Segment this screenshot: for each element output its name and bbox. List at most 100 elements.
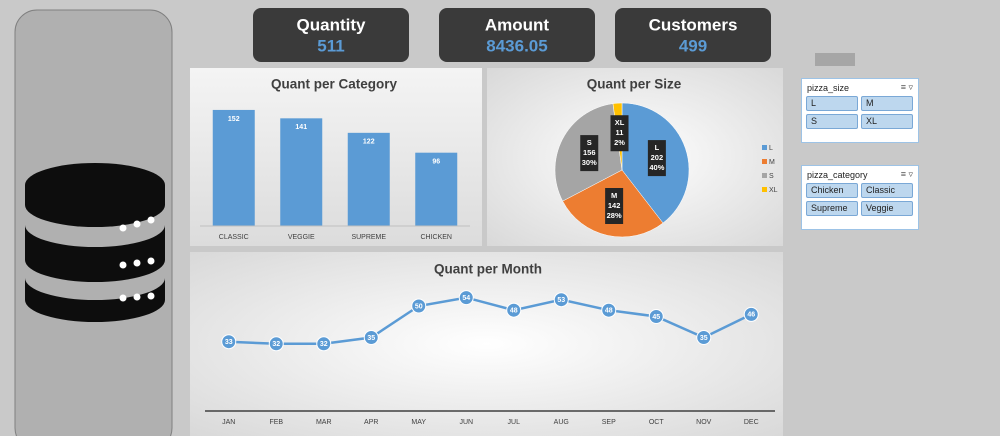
slice-label-name: L <box>655 143 660 152</box>
bar-label: 152 <box>228 116 240 123</box>
x-tick-label: DEC <box>744 419 759 426</box>
point <box>458 290 474 306</box>
chart-title: Quant per Size <box>587 77 682 92</box>
x-tick-label: MAR <box>316 419 332 426</box>
bar <box>212 109 255 226</box>
slice-label-percent: 30% <box>582 158 597 167</box>
slice-label-box <box>647 140 666 177</box>
legend-swatch <box>762 159 767 164</box>
slicer-icons[interactable]: ≡​ ▿ <box>900 82 913 92</box>
kpi-label: Amount <box>485 15 550 34</box>
bar <box>415 152 458 226</box>
point <box>648 309 664 324</box>
x-tick-label: SUPREME <box>351 234 386 241</box>
kpi-label: Quantity <box>297 15 366 34</box>
point-label: 35 <box>367 335 375 342</box>
legend-label: M <box>769 159 775 166</box>
slicer-button[interactable]: XL <box>861 114 913 129</box>
chart-title: Quant per Month <box>434 262 542 277</box>
point <box>506 302 522 318</box>
slice-label-name: M <box>611 191 617 200</box>
slicer-button[interactable]: Supreme <box>806 201 858 216</box>
database-icon <box>25 163 165 322</box>
slicer-button[interactable]: M <box>861 96 913 111</box>
point <box>553 292 569 308</box>
point-label: 32 <box>320 341 328 348</box>
legend-swatch <box>762 187 767 192</box>
point-label: 48 <box>605 308 613 315</box>
slice-label-percent: 40% <box>649 163 664 172</box>
slicer-button[interactable]: L <box>806 96 858 111</box>
point <box>601 302 617 318</box>
slice-label-percent: 28% <box>607 211 622 220</box>
chart-title: Quant per Category <box>271 77 398 92</box>
point-label: 50 <box>415 303 423 310</box>
point-label: 35 <box>700 335 708 342</box>
bar <box>280 118 323 226</box>
placeholder-box <box>815 53 855 66</box>
slice-label-value: 202 <box>651 153 664 162</box>
kpi-value: 8436.05 <box>486 36 547 55</box>
point <box>743 306 759 322</box>
x-tick-label: JUN <box>459 419 473 426</box>
legend-label: L <box>769 145 773 152</box>
point-label: 53 <box>557 297 565 304</box>
slice-label-value: 142 <box>608 201 621 210</box>
slice-label-box <box>605 188 624 225</box>
legend-swatch <box>762 145 767 150</box>
kpi-value: 499 <box>679 36 707 55</box>
point-label: 45 <box>652 314 660 321</box>
slicer: pizza_category ≡​ ▿ Chicken Classic Supreme V… <box>801 165 919 230</box>
x-tick-label: OCT <box>649 419 665 426</box>
bar-label: 141 <box>295 124 307 131</box>
x-tick-label: CLASSIC <box>219 234 249 241</box>
point <box>363 330 379 345</box>
point-label: 33 <box>225 339 233 346</box>
point <box>411 298 427 314</box>
kpi-value: 511 <box>317 36 344 55</box>
slicer-button[interactable]: Classic <box>861 183 913 198</box>
x-tick-label: SEP <box>602 419 616 426</box>
slice-label-box <box>580 135 599 172</box>
x-tick-label: FEB <box>269 419 283 426</box>
legend-label: XL <box>769 187 778 194</box>
x-tick-label: JAN <box>222 419 235 426</box>
bar-label: 96 <box>432 159 440 166</box>
x-tick-label: NOV <box>696 419 712 426</box>
x-tick-label: VEGGIE <box>288 234 315 241</box>
point-label: 46 <box>747 312 755 319</box>
legend-swatch <box>762 173 767 178</box>
point-label: 48 <box>510 308 518 315</box>
slicer-button[interactable]: S <box>806 114 858 129</box>
slicer-title: pizza_size <box>807 83 850 93</box>
slice-label-box <box>610 115 629 152</box>
slice-label-name: XL <box>615 118 625 127</box>
point <box>696 330 712 345</box>
point-label: 54 <box>462 295 470 302</box>
slicer-button[interactable]: Chicken <box>806 183 858 198</box>
slice-label-value: 156 <box>583 148 596 157</box>
line <box>228 296 752 346</box>
legend-label: S <box>769 173 774 180</box>
slicer: pizza_size ≡​ ▿ L M S XL <box>801 78 919 143</box>
point-label: 32 <box>272 341 280 348</box>
kpi-label: Customers <box>649 15 738 34</box>
x-tick-label: JUL <box>508 419 521 426</box>
x-tick-label: AUG <box>554 419 569 426</box>
kpi-card <box>439 8 595 62</box>
slicer-icons[interactable]: ≡​ ▿ <box>900 169 913 179</box>
point <box>268 336 284 352</box>
bar <box>347 132 390 226</box>
x-tick-label: CHICKEN <box>420 234 452 241</box>
x-tick-label: APR <box>364 419 378 426</box>
point <box>316 336 332 352</box>
bar-label: 122 <box>363 139 375 146</box>
slice-label-percent: 2% <box>614 138 625 147</box>
point <box>221 334 237 350</box>
slicer-button[interactable]: Veggie <box>861 201 913 216</box>
slice-label-name: S <box>587 138 592 147</box>
kpi-card <box>615 8 771 62</box>
x-tick-label: MAY <box>411 419 426 426</box>
